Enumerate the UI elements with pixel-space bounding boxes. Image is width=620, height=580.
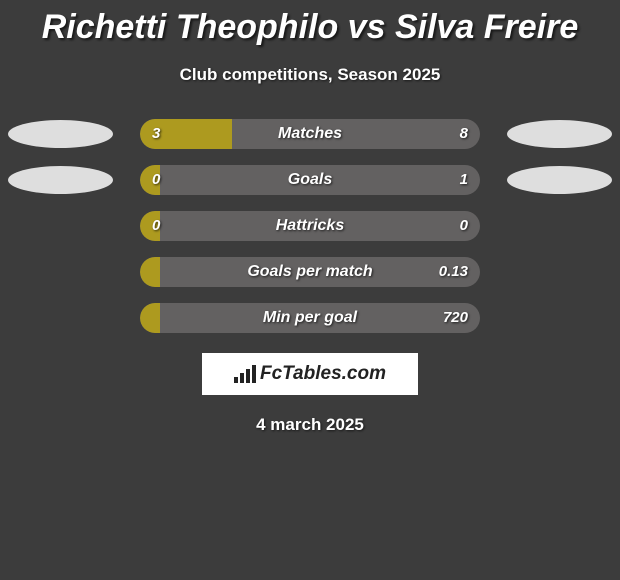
stats-rows: 3 Matches 8 0 Goals 1 0 Hattricks 0 Goal… [0, 119, 620, 333]
stat-left-value: 0 [152, 211, 160, 241]
subtitle: Club competitions, Season 2025 [0, 65, 620, 85]
stat-bar-fill [140, 303, 160, 333]
date-text: 4 march 2025 [0, 415, 620, 435]
stat-label: Goals per match [140, 257, 480, 287]
stat-row: 3 Matches 8 [0, 119, 620, 149]
logo: FcTables.com [234, 363, 386, 385]
player-right-avatar [507, 166, 612, 194]
player-left-avatar [8, 166, 113, 194]
page-title: Richetti Theophilo vs Silva Freire [0, 0, 620, 47]
stat-right-value: 8 [460, 119, 468, 149]
player-right-avatar [507, 120, 612, 148]
stat-right-value: 0.13 [439, 257, 468, 287]
stat-row: Min per goal 720 [0, 303, 620, 333]
stat-left-value: 0 [152, 165, 160, 195]
stat-right-value: 1 [460, 165, 468, 195]
stat-bar: Goals per match 0.13 [140, 257, 480, 287]
bars-icon [234, 365, 256, 383]
stat-label: Hattricks [140, 211, 480, 241]
stat-row: 0 Goals 1 [0, 165, 620, 195]
stat-bar: 3 Matches 8 [140, 119, 480, 149]
stat-right-value: 720 [443, 303, 468, 333]
stat-row: Goals per match 0.13 [0, 257, 620, 287]
logo-box: FcTables.com [202, 353, 418, 395]
stat-label: Min per goal [140, 303, 480, 333]
stat-bar-fill [140, 257, 160, 287]
stat-bar: 0 Goals 1 [140, 165, 480, 195]
stat-bar: 0 Hattricks 0 [140, 211, 480, 241]
stat-right-value: 0 [460, 211, 468, 241]
stat-bar: Min per goal 720 [140, 303, 480, 333]
stat-label: Goals [140, 165, 480, 195]
player-left-avatar [8, 120, 113, 148]
logo-text: FcTables.com [260, 363, 386, 385]
stat-left-value: 3 [152, 119, 160, 149]
stat-row: 0 Hattricks 0 [0, 211, 620, 241]
